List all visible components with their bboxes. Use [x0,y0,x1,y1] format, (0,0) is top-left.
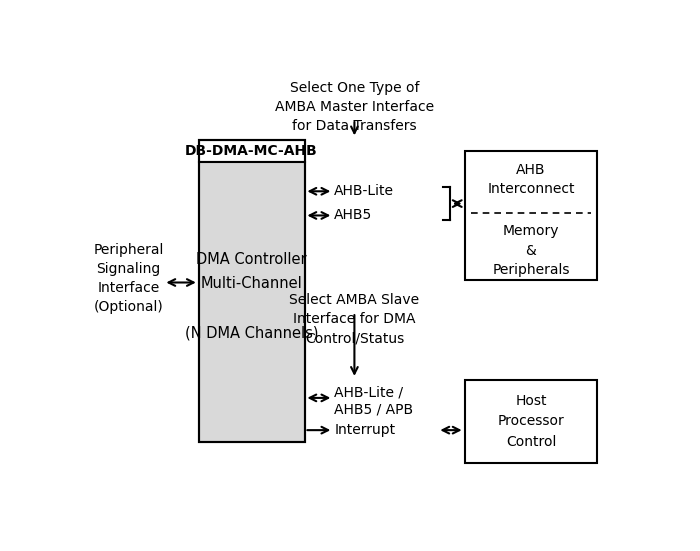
Text: Select AMBA Slave
Interface for DMA
Control/Status: Select AMBA Slave Interface for DMA Cont… [289,293,419,345]
Bar [199,141,304,162]
Text: AHB5: AHB5 [335,208,372,223]
Text: DB-DMA-MC-AHB: DB-DMA-MC-AHB [186,144,318,158]
Text: Host
Processor
Control: Host Processor Control [498,394,564,449]
Text: Peripheral
Signaling
Interface
(Optional): Peripheral Signaling Interface (Optional… [94,243,164,314]
Text: Select One Type of
AMBA Master Interface
for Data Transfers: Select One Type of AMBA Master Interface… [275,81,434,133]
Text: Memory
&
Peripherals: Memory & Peripherals [492,224,570,277]
Text: DMA Controller
Multi-Channel

(N DMA Channels): DMA Controller Multi-Channel (N DMA Chan… [185,252,318,341]
Text: AHB-Lite /
AHB5 / APB: AHB-Lite / AHB5 / APB [335,386,414,417]
Bar [199,141,304,441]
Bar [465,151,597,280]
Text: AHB
Interconnect: AHB Interconnect [487,163,575,196]
Bar [465,380,597,463]
Text: Interrupt: Interrupt [335,423,395,437]
Bar [199,162,304,441]
Text: AHB-Lite: AHB-Lite [335,184,394,198]
